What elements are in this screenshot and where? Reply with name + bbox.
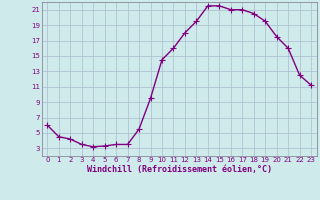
- X-axis label: Windchill (Refroidissement éolien,°C): Windchill (Refroidissement éolien,°C): [87, 165, 272, 174]
